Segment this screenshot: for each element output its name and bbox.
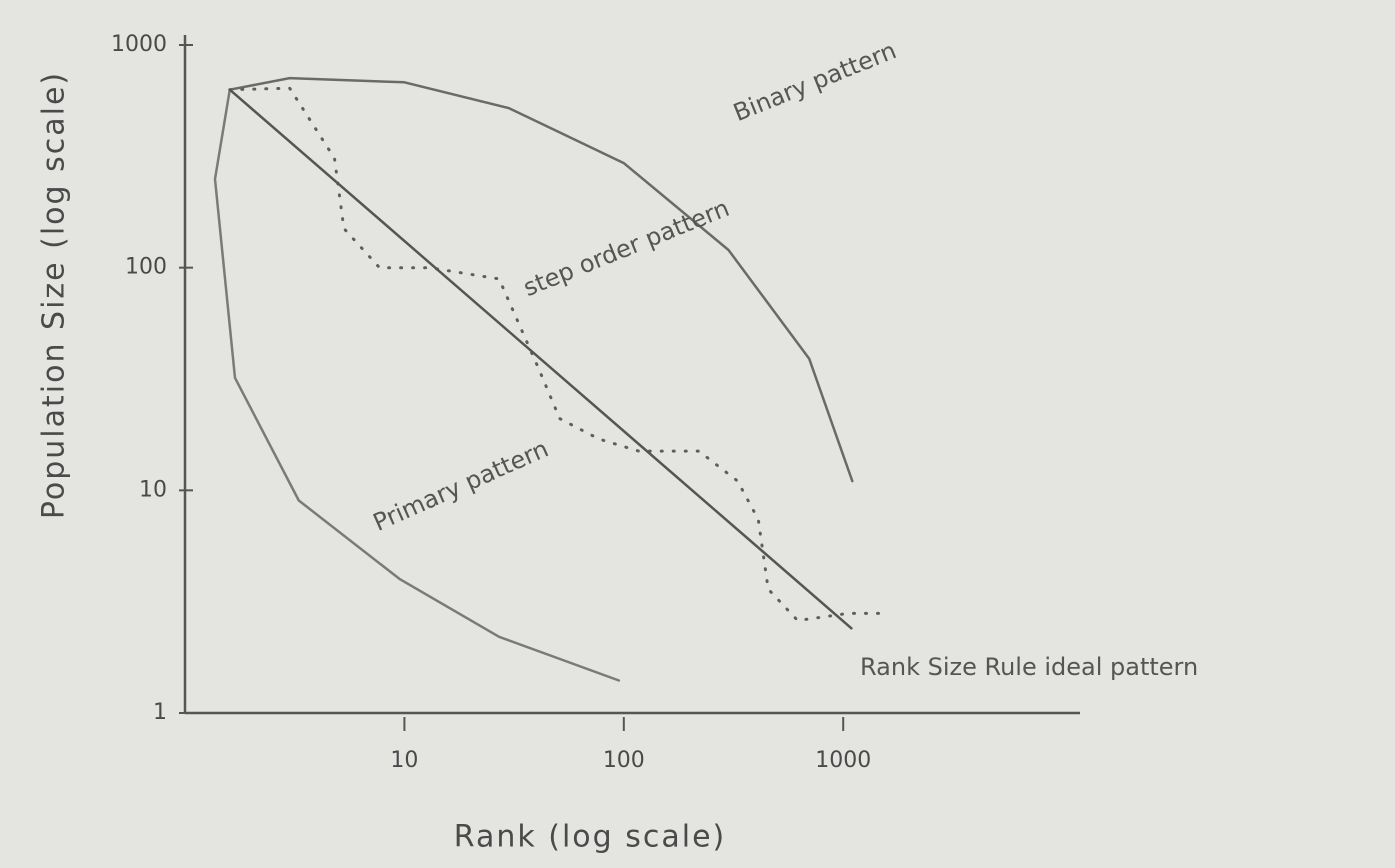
x-axis-label: Rank (log scale) [454,820,726,855]
y-tick-label: 1000 [111,32,167,57]
series-label: Rank Size Rule ideal pattern [860,653,1198,681]
x-tick-label: 1000 [815,748,871,773]
x-tick-label: 10 [390,748,418,773]
series-line [228,88,853,630]
y-tick-label: 100 [125,255,167,280]
series-line [213,88,621,682]
y-axis-label: Population Size (log scale) [37,71,72,519]
y-tick-label: 1 [153,700,167,725]
x-tick-label: 100 [603,748,645,773]
y-tick-label: 10 [139,477,167,502]
series-line [228,76,854,483]
